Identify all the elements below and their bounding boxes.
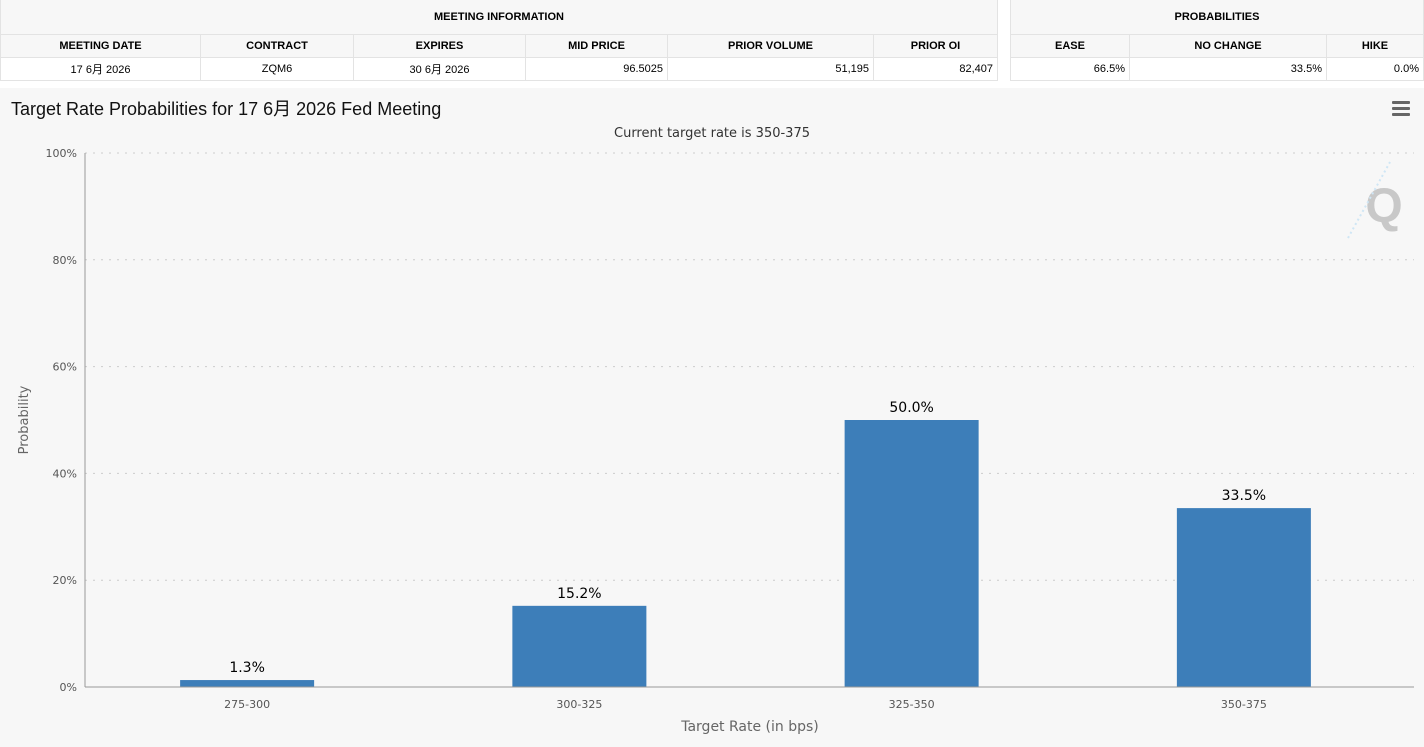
col-hike: HIKE bbox=[1326, 34, 1424, 58]
col-ease: EASE bbox=[1010, 34, 1130, 58]
col-contract: CONTRACT bbox=[200, 34, 354, 58]
x-axis-label: Target Rate (in bps) bbox=[680, 719, 819, 735]
bar-300-325[interactable] bbox=[512, 605, 647, 687]
hamburger-menu-icon[interactable] bbox=[1392, 101, 1410, 119]
y-tick-label: 0% bbox=[60, 681, 77, 694]
no-change-value: 33.5% bbox=[1129, 57, 1327, 81]
svg-text:Q: Q bbox=[1365, 180, 1402, 233]
meeting-info-table: MEETING INFORMATION MEETING DATE CONTRAC… bbox=[0, 0, 998, 81]
probabilities-table: PROBABILITIES EASE NO CHANGE HIKE 66.5% … bbox=[1010, 0, 1424, 81]
col-mid-price: MID PRICE bbox=[525, 34, 668, 58]
meeting-info-title: MEETING INFORMATION bbox=[0, 0, 998, 35]
bar-325-350[interactable] bbox=[844, 420, 979, 687]
y-tick-label: 60% bbox=[53, 361, 77, 374]
chart-container: Target Rate Probabilities for 17 6月 2026… bbox=[0, 88, 1424, 747]
y-tick-label: 20% bbox=[53, 574, 77, 587]
probabilities-title: PROBABILITIES bbox=[1010, 0, 1424, 35]
prior-volume: 51,195 bbox=[667, 57, 874, 81]
y-tick-label: 80% bbox=[53, 254, 77, 267]
meeting-date: 17 6月 2026 bbox=[0, 57, 201, 81]
x-tick-label: 325-350 bbox=[889, 698, 935, 711]
bar-chart: Current target rate is 350-375 Q 0% 20% 40… bbox=[17, 126, 1414, 735]
y-tick-label: 40% bbox=[53, 467, 77, 480]
contract: ZQM6 bbox=[200, 57, 354, 81]
prior-oi: 82,407 bbox=[873, 57, 998, 81]
col-no-change: NO CHANGE bbox=[1129, 34, 1327, 58]
hike-value: 0.0% bbox=[1326, 57, 1424, 81]
x-tick-label: 275-300 bbox=[224, 698, 270, 711]
x-tick-label: 300-325 bbox=[556, 698, 602, 711]
chart-title: Target Rate Probabilities for 17 6月 2026… bbox=[11, 99, 442, 119]
x-tick-label: 350-375 bbox=[1221, 698, 1267, 711]
data-label: 1.3% bbox=[229, 660, 265, 676]
mid-price: 96.5025 bbox=[525, 57, 668, 81]
expires: 30 6月 2026 bbox=[353, 57, 526, 81]
col-meeting-date: MEETING DATE bbox=[0, 34, 201, 58]
data-label: 15.2% bbox=[557, 586, 601, 602]
ease-value: 66.5% bbox=[1010, 57, 1130, 81]
bar-350-375[interactable] bbox=[1176, 508, 1311, 687]
data-label: 50.0% bbox=[889, 400, 933, 416]
y-axis-label: Probability bbox=[17, 385, 32, 454]
chart-subtitle: Current target rate is 350-375 bbox=[614, 126, 810, 141]
col-expires: EXPIRES bbox=[353, 34, 526, 58]
data-label: 33.5% bbox=[1222, 488, 1266, 504]
col-prior-volume: PRIOR VOLUME bbox=[667, 34, 874, 58]
bar-275-300[interactable] bbox=[180, 680, 315, 687]
y-tick-label: 100% bbox=[46, 147, 77, 160]
q-logo-icon: Q bbox=[1347, 161, 1403, 239]
col-prior-oi: PRIOR OI bbox=[873, 34, 998, 58]
